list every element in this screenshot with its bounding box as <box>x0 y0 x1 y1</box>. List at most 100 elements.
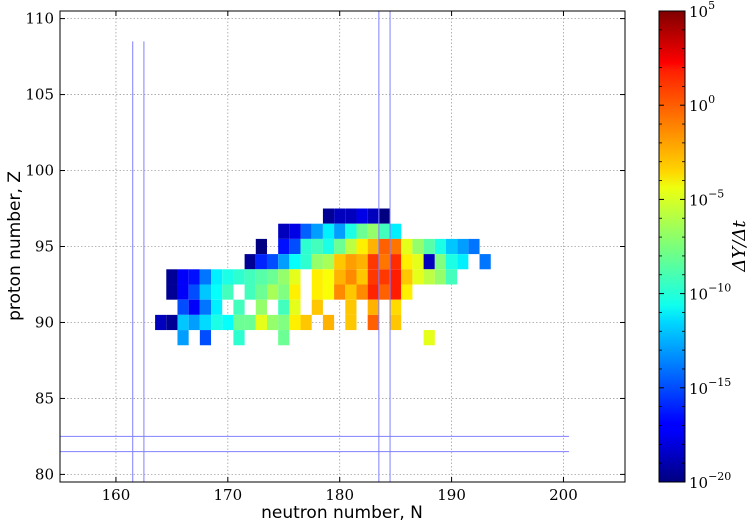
heatmap-cell <box>378 223 391 239</box>
heatmap-cell <box>356 284 368 300</box>
heatmap-cell <box>390 299 402 315</box>
heatmap-cell <box>311 238 323 255</box>
heatmap-cell <box>390 223 402 239</box>
heatmap-cell <box>356 254 368 270</box>
heatmap-cell <box>166 284 178 300</box>
heatmap-cell <box>244 314 256 331</box>
heatmap-cell <box>166 269 178 285</box>
heatmap-cell <box>367 284 379 300</box>
heatmap-cell <box>177 299 189 315</box>
heatmap-cell <box>188 269 200 285</box>
heatmap-cell <box>166 314 178 331</box>
heatmap-cell <box>311 269 323 285</box>
heatmap-cell <box>334 284 346 300</box>
colorbar-tick-label: 10−20 <box>689 470 731 492</box>
heatmap-cell <box>412 269 424 285</box>
heatmap-cell <box>233 314 245 331</box>
heatmap-cell <box>401 254 413 270</box>
heatmap-cell <box>211 299 223 315</box>
heatmap-cell <box>445 238 458 255</box>
heatmap-cell <box>345 299 357 315</box>
heatmap-cell <box>322 284 335 300</box>
y-tick-label: 80 <box>35 465 54 483</box>
heatmap-cell <box>289 269 301 285</box>
heatmap-cell <box>211 284 223 300</box>
heatmap-cell <box>367 223 379 239</box>
heatmap-cell <box>356 223 368 239</box>
heatmap-cell <box>289 223 301 239</box>
heatmap-cell <box>390 238 402 255</box>
heatmap-cell <box>345 254 357 270</box>
heatmap-cell <box>334 208 346 224</box>
heatmap-cell <box>334 238 346 255</box>
heatmap-cell <box>199 299 212 315</box>
heatmap-cell <box>322 238 335 255</box>
heatmap-cell <box>222 314 234 331</box>
heatmap-cell <box>434 254 446 270</box>
y-axis-label: proton number, Z <box>5 171 25 321</box>
heatmap-cell <box>345 208 357 224</box>
heatmap-cell <box>345 314 357 331</box>
x-axis-label: neutron number, N <box>261 503 423 523</box>
colorbar-tick-label: 10−10 <box>689 282 731 304</box>
heatmap-cell <box>445 269 458 285</box>
heatmap-cell <box>278 238 290 255</box>
heatmap-cell <box>155 314 167 331</box>
guide-lines <box>60 11 570 482</box>
heatmap-cell <box>367 314 379 331</box>
heatmap-cell <box>278 314 290 331</box>
heatmap-cell <box>423 269 435 285</box>
heatmap-cell <box>255 238 267 255</box>
heatmap-cell <box>222 284 234 300</box>
heatmap-cell <box>334 223 346 239</box>
heatmap-cell <box>322 208 335 224</box>
y-tick-label: 100 <box>25 162 54 180</box>
heatmap-cell <box>255 314 267 331</box>
heatmap-cell <box>233 330 245 346</box>
x-tick-label: 180 <box>325 486 354 504</box>
colorbar-ticks: 10−20 10−15 10−10 10−5 100 105 <box>659 0 731 492</box>
heatmap-cell <box>289 254 301 270</box>
heatmap-cell <box>412 238 424 255</box>
heatmap-cell <box>278 284 290 300</box>
heatmap-cell <box>345 223 357 239</box>
heatmap-cell <box>367 299 379 315</box>
heatmap-cell <box>401 238 413 255</box>
x-tick-label: 190 <box>437 486 466 504</box>
heatmap-cell <box>401 284 413 300</box>
heatmap-cell <box>423 238 435 255</box>
heatmap-cell <box>345 284 357 300</box>
heatmap-cell <box>289 314 301 331</box>
colorbar-label: ΔY/Δt <box>729 220 750 273</box>
heatmap-cell <box>311 254 323 270</box>
heatmap-cell <box>378 254 391 270</box>
heatmap-cell <box>266 284 279 300</box>
heatmap-cell <box>177 284 189 300</box>
heatmap-cell <box>434 238 446 255</box>
heatmap-cell <box>199 314 212 331</box>
heatmap-cell <box>300 254 312 270</box>
heatmap-cell <box>278 299 290 315</box>
heatmap-cell <box>457 238 469 255</box>
heatmap-cell <box>390 284 402 300</box>
heatmap-cell <box>289 299 301 315</box>
heatmap-cell <box>356 269 368 285</box>
heatmap-cell <box>468 238 480 255</box>
heatmap-cell <box>244 254 256 270</box>
colorbar-tick-label: 100 <box>689 93 715 115</box>
heatmap-cell <box>211 314 223 331</box>
y-tick-label: 95 <box>35 238 54 256</box>
y-tick-label: 85 <box>35 389 54 407</box>
heatmap-cell <box>278 330 290 346</box>
heatmap-cell <box>211 269 223 285</box>
heatmap-cell <box>322 314 335 331</box>
heatmap-cell <box>188 314 200 331</box>
heatmap-cell <box>334 254 346 270</box>
heatmap-cell <box>345 269 357 285</box>
x-tick-label: 200 <box>549 486 578 504</box>
heatmap-cell <box>390 269 402 285</box>
x-tick-label: 170 <box>214 486 243 504</box>
heatmap-cell <box>278 269 290 285</box>
heatmap-cell <box>199 269 212 285</box>
